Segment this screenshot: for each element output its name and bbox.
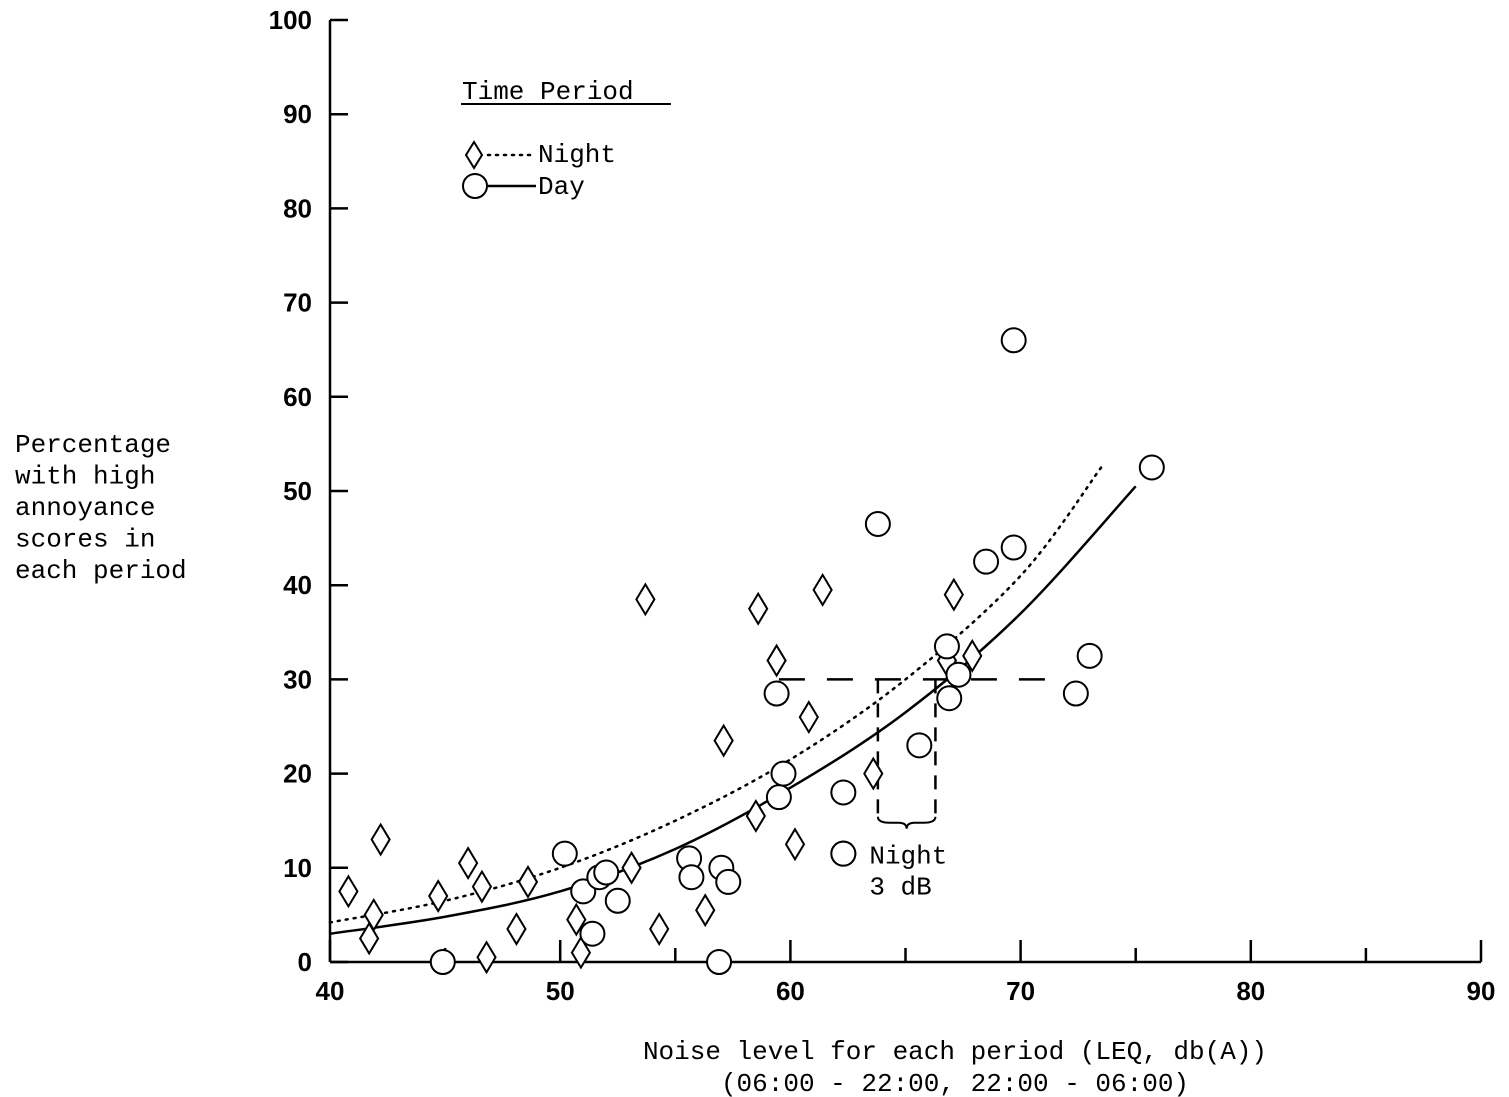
x-tick-label: 70 bbox=[1006, 976, 1035, 1006]
night-point bbox=[570, 935, 592, 970]
x-axis-label-line2: (06:00 - 22:00, 22:00 - 06:00) bbox=[721, 1069, 1189, 1097]
y-tick-label: 100 bbox=[269, 5, 312, 35]
y-axis-label-line: with high bbox=[15, 462, 155, 492]
day-point bbox=[551, 840, 578, 867]
brace bbox=[876, 816, 937, 829]
y-tick-label: 10 bbox=[283, 853, 312, 883]
day-point bbox=[763, 680, 790, 707]
day-point bbox=[906, 732, 933, 759]
y-axis-label-line: Percentage bbox=[15, 430, 171, 460]
night-point bbox=[748, 591, 769, 626]
day-point bbox=[1138, 454, 1165, 481]
day-point bbox=[678, 864, 705, 891]
night-point bbox=[506, 912, 527, 946]
y-tick-label: 90 bbox=[283, 99, 312, 129]
night-point bbox=[338, 874, 359, 909]
y-tick-label: 60 bbox=[283, 382, 312, 412]
legend: Time Period Night Day bbox=[461, 77, 671, 202]
day-point bbox=[1000, 534, 1027, 561]
y-tick-label: 40 bbox=[283, 570, 312, 600]
night-point bbox=[363, 897, 384, 932]
x-tick-label: 90 bbox=[1467, 976, 1496, 1006]
day-point bbox=[429, 949, 456, 975]
y-tick-label: 20 bbox=[283, 759, 312, 789]
y-axis: 0 10 20 30 40 50 60 70 80 90 100 bbox=[269, 5, 348, 977]
annotation-line2: 3 dB bbox=[869, 873, 931, 903]
night-point bbox=[745, 799, 767, 833]
night-point bbox=[471, 869, 493, 904]
night-point bbox=[370, 822, 391, 857]
x-tick-label: 50 bbox=[546, 976, 575, 1006]
night-point bbox=[812, 572, 833, 607]
night-point bbox=[621, 850, 642, 885]
legend-night-marker bbox=[464, 140, 484, 170]
night-point bbox=[635, 582, 656, 617]
day-point bbox=[765, 784, 792, 811]
night-point bbox=[784, 827, 806, 862]
y-axis-label-line: annoyance bbox=[15, 493, 155, 523]
legend-day-marker bbox=[462, 173, 488, 199]
night-point bbox=[962, 638, 983, 673]
day-point bbox=[593, 859, 620, 886]
day-point bbox=[1062, 680, 1089, 707]
day-point bbox=[1076, 642, 1103, 669]
annotation: Night 3 dB bbox=[830, 840, 947, 903]
legend-night-label: Night bbox=[538, 140, 616, 170]
night-point bbox=[457, 846, 479, 881]
night-point bbox=[695, 893, 716, 928]
x-axis: 40 50 60 70 80 90 bbox=[316, 940, 1496, 1006]
y-tick-label: 50 bbox=[283, 476, 312, 506]
legend-title: Time Period bbox=[462, 77, 634, 107]
day-point bbox=[830, 779, 857, 806]
x-tick-label: 40 bbox=[316, 976, 345, 1006]
reference-lines bbox=[778, 678, 1067, 829]
x-ticks: 40 50 60 70 80 90 bbox=[316, 940, 1496, 1006]
day-point bbox=[770, 760, 797, 787]
night-point bbox=[517, 864, 539, 899]
day-point bbox=[579, 920, 606, 947]
curve-night bbox=[328, 466, 1103, 924]
day-point bbox=[936, 685, 963, 712]
y-axis-label-line: scores in bbox=[15, 525, 155, 555]
night-point bbox=[428, 879, 449, 914]
day-point bbox=[706, 949, 733, 975]
night-point bbox=[766, 643, 787, 678]
y-axis-label-line: each period bbox=[15, 556, 187, 586]
day-point bbox=[715, 868, 742, 895]
y-tick-label: 80 bbox=[283, 193, 312, 223]
night-point bbox=[798, 700, 819, 735]
annotation-line1: Night bbox=[869, 842, 947, 872]
night-point bbox=[943, 577, 965, 612]
x-tick-label: 60 bbox=[776, 976, 805, 1006]
day-point bbox=[933, 633, 960, 660]
x-axis-label: Noise level for each period (LEQ, db(A)) bbox=[643, 1037, 1267, 1067]
day-points bbox=[429, 327, 1165, 975]
day-point bbox=[604, 887, 631, 914]
day-point bbox=[945, 661, 972, 688]
night-point bbox=[566, 902, 587, 937]
night-point bbox=[863, 756, 884, 791]
y-tick-label: 30 bbox=[283, 664, 312, 694]
day-point bbox=[973, 548, 1000, 575]
day-point bbox=[864, 510, 891, 537]
night-point bbox=[713, 723, 734, 758]
night-points bbox=[338, 572, 983, 975]
y-tick-label: 0 bbox=[298, 947, 312, 977]
x-tick-label: 80 bbox=[1236, 976, 1265, 1006]
day-point bbox=[1000, 327, 1027, 354]
y-tick-label: 70 bbox=[283, 288, 312, 318]
legend-day-label: Day bbox=[538, 172, 585, 202]
night-point bbox=[476, 940, 497, 975]
night-point bbox=[649, 912, 670, 946]
annotation-marker bbox=[830, 840, 857, 867]
y-ticks: 0 10 20 30 40 50 60 70 80 90 100 bbox=[269, 5, 348, 977]
